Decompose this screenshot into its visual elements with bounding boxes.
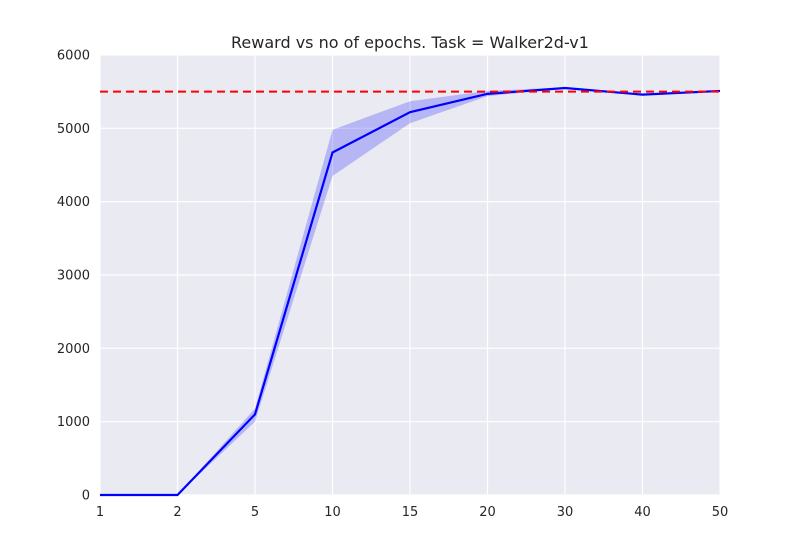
y-tick-label: 6000	[57, 49, 90, 64]
y-tick-label: 1000	[57, 415, 90, 430]
y-tick-label: 0	[82, 489, 90, 504]
series-line	[100, 86, 721, 497]
grid	[99, 54, 721, 496]
y-tick-labels: 0 1000 2000 3000 4000 5000 6000	[57, 49, 90, 504]
x-tick-label: 50	[712, 505, 729, 520]
x-tick-label: 5	[251, 505, 259, 520]
x-tick-labels: 1 2 5 10 15 20 30 40 50	[96, 505, 728, 520]
y-tick-label: 4000	[57, 195, 90, 210]
x-tick-label: 15	[402, 505, 419, 520]
x-tick-label: 40	[634, 505, 651, 520]
x-tick-label: 2	[173, 505, 181, 520]
x-tick-label: 1	[96, 505, 104, 520]
x-tick-label: 20	[479, 505, 496, 520]
y-tick-label: 3000	[57, 269, 90, 284]
x-tick-label: 30	[557, 505, 574, 520]
y-tick-label: 5000	[57, 122, 90, 137]
y-tick-label: 2000	[57, 342, 90, 357]
series-lines	[100, 86, 721, 497]
x-tick-label: 10	[324, 505, 341, 520]
chart-title: Reward vs no of epochs. Task = Walker2d-…	[231, 33, 589, 52]
